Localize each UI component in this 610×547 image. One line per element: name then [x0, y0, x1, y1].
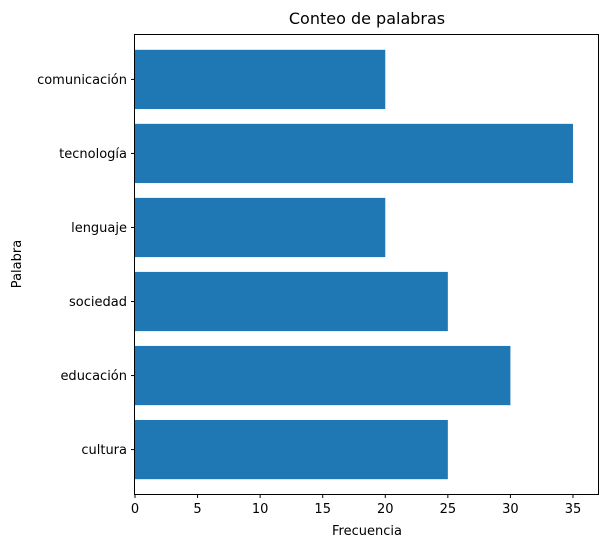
y-tick-label: comunicación: [37, 73, 127, 88]
bars-layer: [135, 49, 573, 480]
x-tick-label: 35: [565, 502, 582, 517]
y-tick-label: lenguaje: [71, 221, 127, 236]
y-tick-label: sociedad: [69, 295, 127, 310]
y-axis: cultura educación sociedad lenguaje tecnolog…: [37, 73, 135, 458]
x-tick-label: 20: [377, 502, 394, 517]
y-tick-label: tecnología: [59, 147, 127, 162]
x-tick-label: 5: [193, 502, 201, 517]
x-axis-label: Frecuencia: [332, 524, 402, 539]
y-tick-label: educación: [60, 369, 127, 384]
x-tick-label: 15: [314, 502, 331, 517]
x-tick-label: 0: [131, 502, 139, 517]
axes-layer: [134, 34, 599, 495]
y-tick-label: cultura: [81, 443, 127, 458]
chart-title: Conteo de palabras: [289, 9, 445, 28]
y-axis-label: Palabra: [10, 240, 25, 288]
x-tick-label: 30: [502, 502, 519, 517]
bar-sociedad: [135, 271, 448, 332]
bar-tecnología: [135, 123, 573, 184]
bar-cultura: [135, 419, 448, 480]
bar-comunicación: [135, 49, 386, 110]
bar-educación: [135, 345, 511, 406]
bar-lenguaje: [135, 197, 386, 258]
x-tick-label: 25: [440, 502, 457, 517]
x-axis: 0 5 10 15 20 25 30 35: [131, 494, 581, 517]
plot-frame: [134, 34, 599, 495]
x-tick-label: 10: [252, 502, 269, 517]
